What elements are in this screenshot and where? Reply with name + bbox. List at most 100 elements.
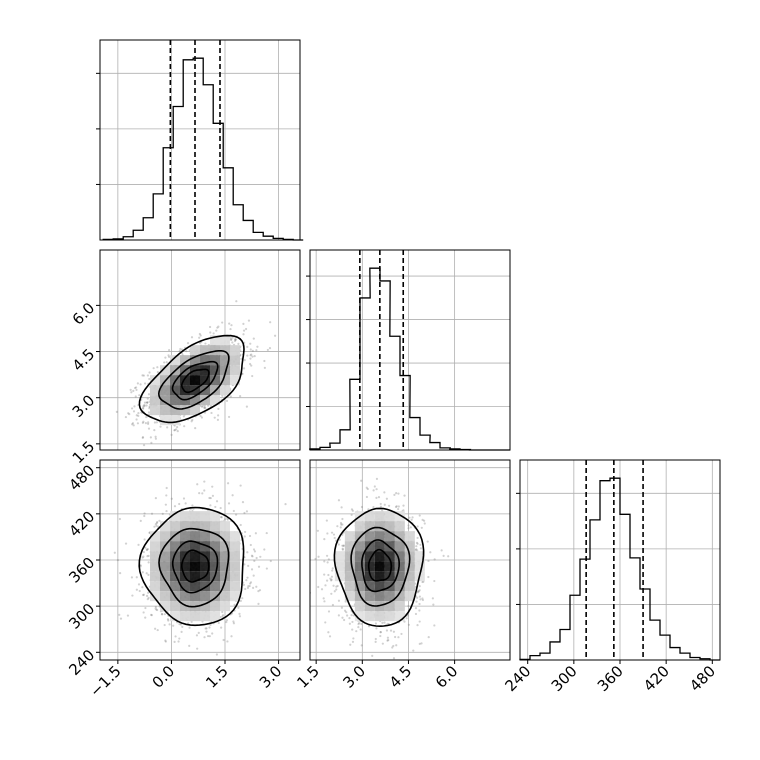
- scatter-point: [188, 626, 191, 629]
- scatter-point: [132, 389, 135, 392]
- density-cell: [374, 581, 385, 592]
- density-cell: [170, 405, 180, 416]
- scatter-point: [147, 393, 151, 396]
- scatter-point: [341, 544, 344, 547]
- scatter-point: [216, 418, 220, 421]
- density-cell: [190, 561, 200, 572]
- scatter-point: [194, 426, 197, 430]
- scatter-point: [149, 436, 152, 439]
- density-cell: [374, 551, 385, 562]
- scatter-point: [217, 621, 220, 625]
- density-cell: [344, 551, 355, 562]
- scatter-point: [323, 538, 326, 541]
- scatter-point: [330, 575, 334, 578]
- scatter-point: [416, 624, 419, 627]
- density-cell: [210, 375, 220, 386]
- density-cell: [180, 581, 190, 592]
- scatter-point: [402, 504, 405, 507]
- scatter-point: [154, 523, 157, 526]
- scatter-point: [208, 496, 211, 500]
- scatter-point: [239, 395, 242, 398]
- density-cell: [150, 395, 160, 406]
- x-tick-label: 3.0: [256, 662, 286, 692]
- scatter-point: [433, 624, 436, 627]
- scatter-point: [173, 505, 177, 508]
- density-cell: [150, 541, 160, 552]
- scatter-point: [379, 502, 382, 506]
- scatter-point: [233, 338, 237, 341]
- scatter-point: [217, 407, 220, 410]
- density-cell: [344, 561, 355, 572]
- scatter-point: [394, 635, 397, 639]
- scatter-point: [231, 494, 234, 497]
- scatter-point: [371, 654, 374, 657]
- hist-panel-2: [516, 459, 721, 661]
- scatter-point: [161, 512, 164, 516]
- scatter-point: [414, 548, 417, 552]
- scatter-point: [416, 591, 419, 594]
- density-cell: [414, 561, 425, 572]
- density-cell: [220, 531, 230, 542]
- density-cell: [190, 355, 200, 366]
- density-cell: [200, 611, 210, 622]
- scatter-point: [168, 355, 171, 358]
- scatter-point: [141, 586, 144, 589]
- scatter-point: [339, 521, 343, 525]
- scatter-point: [256, 345, 259, 348]
- scatter-point: [138, 394, 141, 397]
- scatter-point: [250, 353, 253, 356]
- scatter-point: [150, 512, 154, 515]
- scatter-point: [332, 533, 336, 536]
- density-cell: [180, 405, 190, 416]
- scatter-point: [342, 544, 345, 547]
- scatter-point: [234, 338, 237, 342]
- scatter-panel-0-2: [99, 459, 301, 661]
- scatter-point: [227, 415, 231, 419]
- scatter-point: [219, 506, 222, 510]
- density-cell: [374, 511, 385, 522]
- scatter-point: [206, 634, 210, 638]
- scatter-point: [245, 510, 249, 513]
- density-cell: [374, 561, 385, 572]
- scatter-point: [340, 523, 343, 526]
- scatter-point: [266, 348, 269, 352]
- scatter-point: [166, 618, 170, 621]
- scatter-point: [372, 505, 375, 509]
- scatter-point: [351, 620, 354, 624]
- scatter-point: [393, 493, 396, 496]
- scatter-point: [314, 557, 317, 561]
- density-cell: [364, 511, 375, 522]
- contour-line: [157, 350, 230, 410]
- scatter-point: [141, 421, 144, 424]
- y-tick-label: 6.0: [69, 299, 99, 329]
- scatter-point: [164, 640, 167, 643]
- scatter-point: [167, 619, 170, 622]
- scatter-point: [407, 524, 410, 527]
- y-tick-label: 480: [65, 461, 98, 494]
- scatter-point: [196, 483, 199, 486]
- scatter-point: [263, 359, 266, 363]
- density-cell: [180, 385, 190, 396]
- scatter-point: [246, 586, 250, 589]
- scatter-point: [130, 576, 134, 579]
- density-cell: [394, 521, 405, 532]
- scatter-point: [225, 620, 228, 624]
- density-cell: [190, 611, 200, 622]
- scatter-point: [148, 371, 151, 374]
- scatter-point: [416, 542, 419, 545]
- scatter-point: [357, 623, 360, 626]
- scatter-point: [147, 573, 150, 576]
- density-cell: [180, 601, 190, 612]
- scatter-point: [142, 611, 145, 614]
- scatter-point: [336, 584, 339, 588]
- scatter-point: [141, 374, 144, 377]
- scatter-point: [386, 639, 389, 642]
- scatter-point: [375, 488, 378, 491]
- scatter-point: [249, 581, 253, 584]
- scatter-point: [226, 640, 229, 643]
- scatter-point: [145, 572, 148, 575]
- scatter-point: [226, 482, 230, 485]
- density-cell: [220, 385, 230, 396]
- contour-line: [181, 549, 210, 583]
